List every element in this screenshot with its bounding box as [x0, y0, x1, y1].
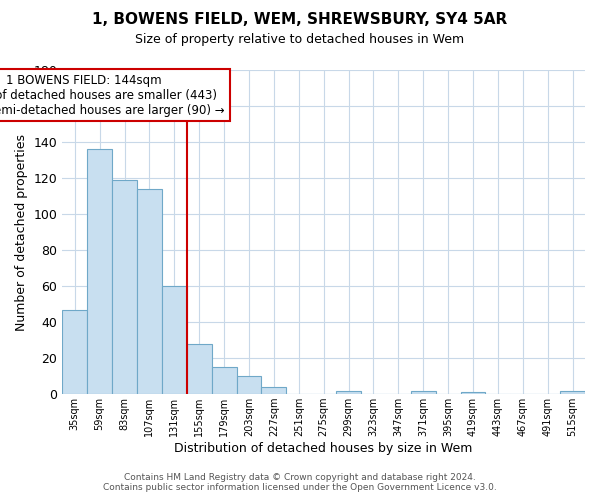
Bar: [411, 390, 436, 394]
Bar: [262, 387, 286, 394]
Bar: [461, 392, 485, 394]
Bar: [212, 367, 236, 394]
Bar: [187, 344, 212, 394]
Bar: [236, 376, 262, 394]
Bar: [560, 390, 585, 394]
Bar: [137, 189, 162, 394]
Bar: [62, 310, 87, 394]
Y-axis label: Number of detached properties: Number of detached properties: [15, 134, 28, 330]
Text: 1 BOWENS FIELD: 144sqm
← 83% of detached houses are smaller (443)
17% of semi-de: 1 BOWENS FIELD: 144sqm ← 83% of detached…: [0, 74, 225, 116]
Text: 1, BOWENS FIELD, WEM, SHREWSBURY, SY4 5AR: 1, BOWENS FIELD, WEM, SHREWSBURY, SY4 5A…: [92, 12, 508, 28]
X-axis label: Distribution of detached houses by size in Wem: Distribution of detached houses by size …: [175, 442, 473, 455]
Text: Contains HM Land Registry data © Crown copyright and database right 2024.
Contai: Contains HM Land Registry data © Crown c…: [103, 473, 497, 492]
Text: Size of property relative to detached houses in Wem: Size of property relative to detached ho…: [136, 32, 464, 46]
Bar: [162, 286, 187, 394]
Bar: [336, 390, 361, 394]
Bar: [87, 149, 112, 394]
Bar: [112, 180, 137, 394]
